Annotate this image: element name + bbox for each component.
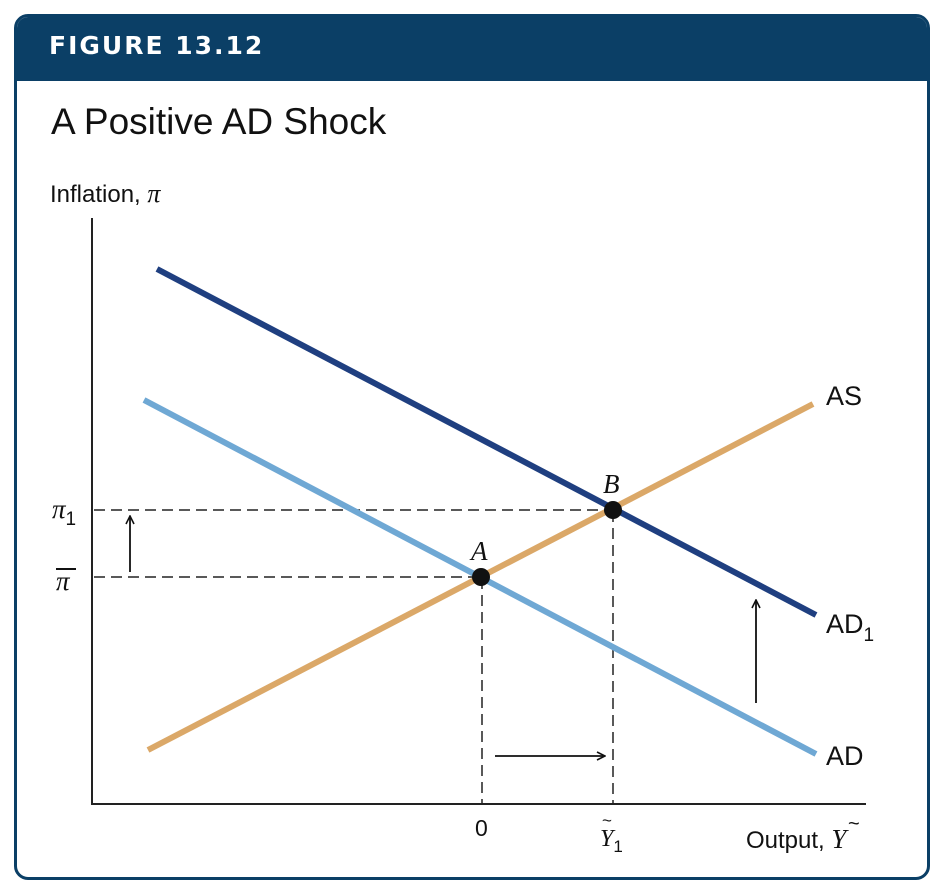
y1-tick-tilde: ~ [602,811,612,830]
x-axis-label-tilde: ~ [848,813,860,835]
figure-header: FIGURE 13.12 [17,17,927,81]
pibar-tick-label: π [56,566,71,596]
zero-tick-label: 0 [475,815,488,841]
point-a [472,568,490,586]
point-a-label: A [469,536,488,566]
pi1-tick-label: π1 [52,494,76,530]
x-axis-label: Output, Y [746,824,849,854]
ad1-label: AD1 [826,609,874,646]
y1-tick-label: Y1 [600,826,623,856]
point-b-label: B [603,469,620,499]
figure-frame: FIGURE 13.12 A Positive AD Shock [14,14,930,880]
y-axis-label: Inflation, π [50,179,161,208]
ad1-curve [155,266,818,618]
point-b [604,501,622,519]
as-label: AS [826,381,862,411]
guide-lines [94,509,614,804]
figure-title: A Positive AD Shock [51,101,387,142]
figure-label: FIGURE 13.12 [49,31,265,60]
ad-label: AD [826,741,864,771]
